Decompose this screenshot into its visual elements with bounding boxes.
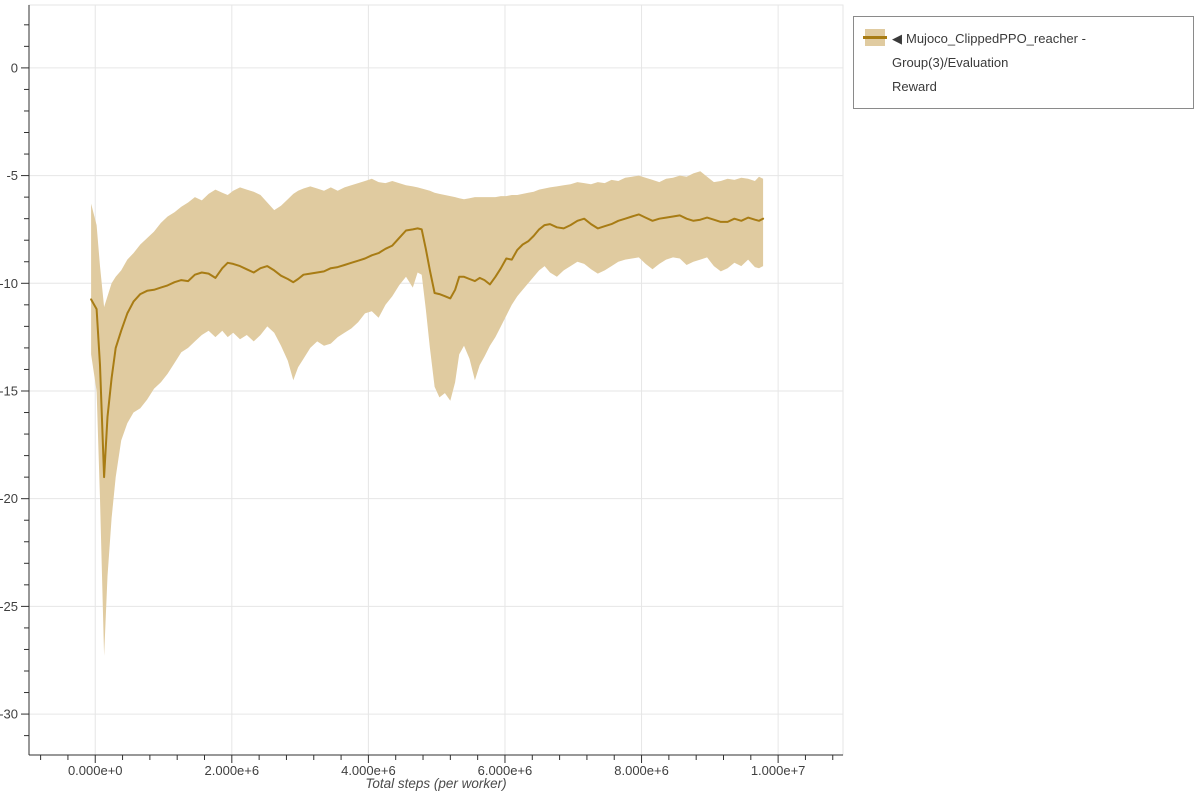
x-tick-label: 2.000e+6 xyxy=(205,763,260,778)
y-tick-label: -30 xyxy=(0,707,18,722)
reward-mean-line xyxy=(90,213,765,479)
x-tick-label: 4.000e+6 xyxy=(341,763,396,778)
reward-band-area xyxy=(91,171,764,656)
y-tick-label: -25 xyxy=(0,599,18,614)
y-tick-label: 0 xyxy=(11,60,18,75)
legend-label: Mujoco_ClippedPPO_reacher - Group(3)/Eva… xyxy=(892,31,1086,70)
y-tick-label: -10 xyxy=(0,276,18,291)
y-tick-label: -15 xyxy=(0,383,18,398)
legend[interactable]: ◀ Mujoco_ClippedPPO_reacher - Group(3)/Ev… xyxy=(853,16,1194,109)
legend-line-sample xyxy=(863,36,887,39)
legend-swatch-wrap xyxy=(863,29,887,46)
legend-collapse-icon[interactable]: ◀ xyxy=(892,31,902,46)
legend-entry[interactable]: ◀ Mujoco_ClippedPPO_reacher - Group(3)/Ev… xyxy=(892,27,1183,99)
legend-label-line1: ◀ Mujoco_ClippedPPO_reacher - Group(3)/Ev… xyxy=(892,27,1183,75)
y-tick-label: -20 xyxy=(0,491,18,506)
x-tick-label: 8.000e+6 xyxy=(614,763,669,778)
x-axis-title: Total steps (per worker) xyxy=(365,776,507,791)
x-tick-label: 0.000e+0 xyxy=(68,763,123,778)
x-tick-label: 1.000e+7 xyxy=(751,763,806,778)
y-tick-label: -5 xyxy=(6,168,18,183)
x-tick-label: 6.000e+6 xyxy=(478,763,533,778)
legend-label-line2: Reward xyxy=(892,79,937,94)
